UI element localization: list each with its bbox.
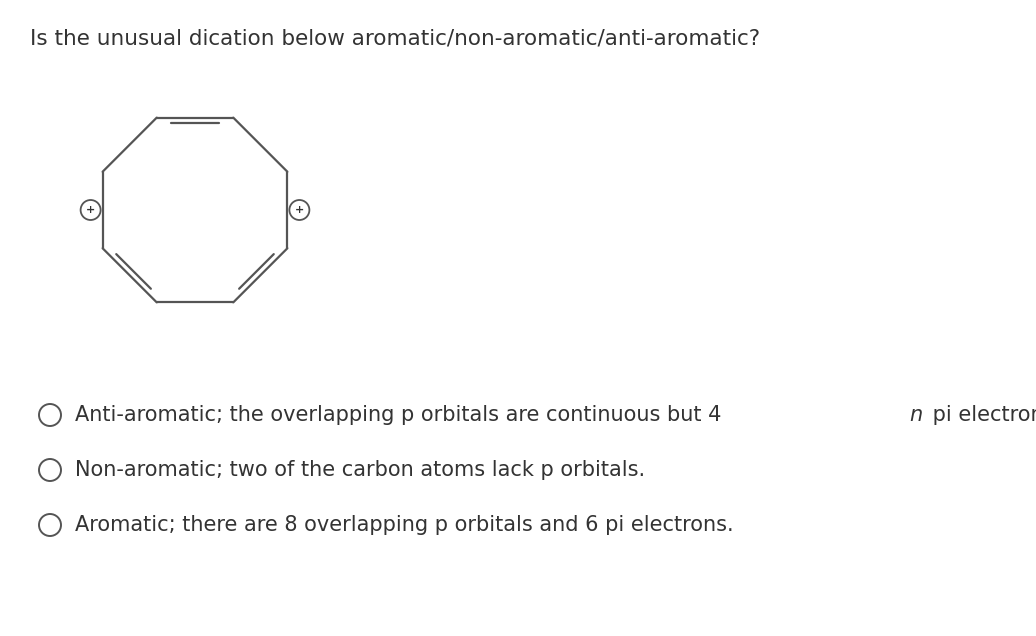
Text: n: n	[909, 405, 922, 425]
Text: +: +	[295, 205, 304, 215]
Text: Non-aromatic; two of the carbon atoms lack p orbitals.: Non-aromatic; two of the carbon atoms la…	[75, 460, 645, 480]
Text: Anti-aromatic; the overlapping p orbitals are continuous but 4: Anti-aromatic; the overlapping p orbital…	[75, 405, 721, 425]
Text: pi electrons.: pi electrons.	[926, 405, 1036, 425]
Text: +: +	[86, 205, 95, 215]
Text: Aromatic; there are 8 overlapping p orbitals and 6 pi electrons.: Aromatic; there are 8 overlapping p orbi…	[75, 515, 733, 535]
Text: Is the unusual dication below aromatic/non-aromatic/anti-aromatic?: Is the unusual dication below aromatic/n…	[30, 28, 760, 48]
